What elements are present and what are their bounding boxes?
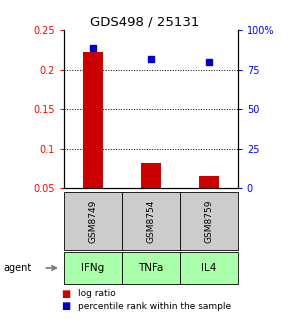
Text: TNFa: TNFa bbox=[138, 263, 164, 273]
Bar bbox=[83, 52, 103, 188]
Text: IFNg: IFNg bbox=[81, 263, 104, 273]
Text: log ratio: log ratio bbox=[78, 290, 116, 298]
Bar bbox=[141, 163, 161, 188]
Text: GSM8759: GSM8759 bbox=[204, 199, 213, 243]
Text: GDS498 / 25131: GDS498 / 25131 bbox=[90, 15, 200, 28]
Text: ■: ■ bbox=[61, 289, 70, 299]
Text: percentile rank within the sample: percentile rank within the sample bbox=[78, 302, 231, 311]
Text: GSM8754: GSM8754 bbox=[146, 199, 155, 243]
Bar bbox=[199, 176, 219, 188]
Text: GSM8749: GSM8749 bbox=[88, 199, 97, 243]
Text: IL4: IL4 bbox=[201, 263, 217, 273]
Text: ■: ■ bbox=[61, 301, 70, 311]
Text: agent: agent bbox=[3, 263, 31, 273]
